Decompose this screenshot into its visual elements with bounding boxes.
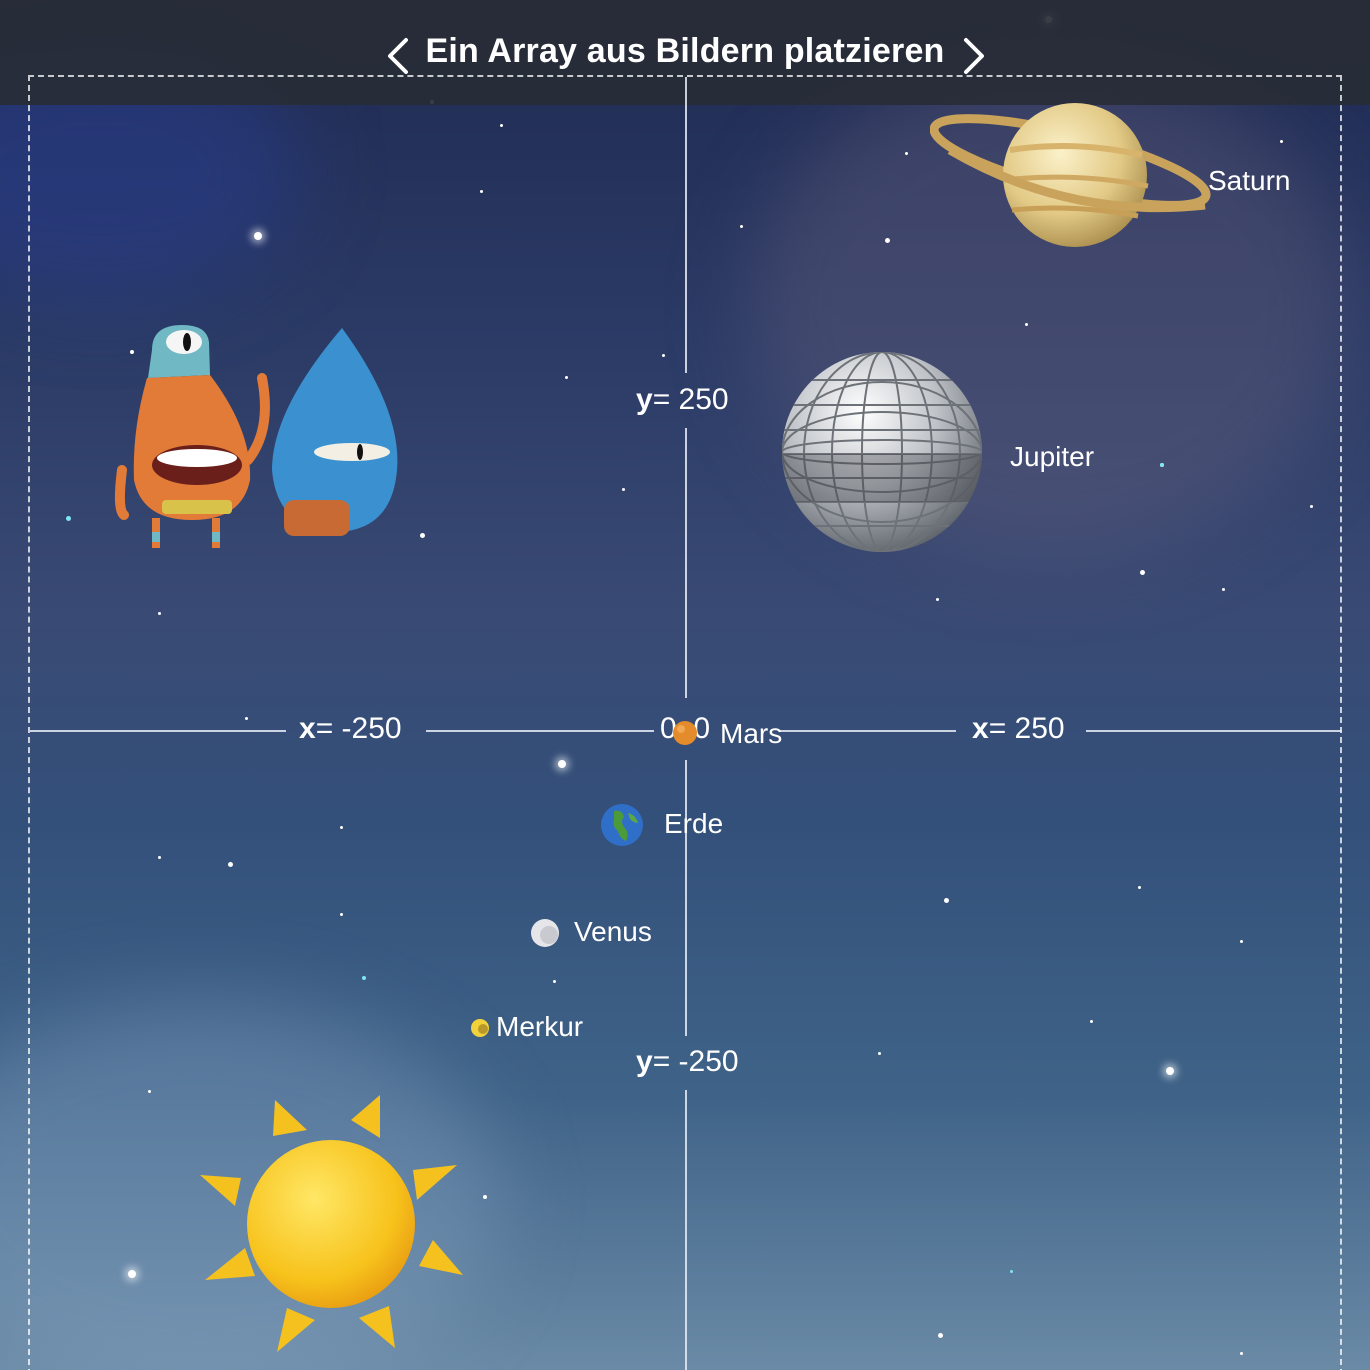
star-dot — [128, 1270, 136, 1278]
y-axis-line — [685, 77, 687, 373]
mars-label: Mars — [720, 718, 783, 749]
star-dot — [1240, 940, 1243, 943]
star-dot — [938, 1333, 943, 1338]
chevron-right-icon[interactable] — [952, 36, 992, 76]
star-dot — [1138, 886, 1141, 889]
venus-icon — [531, 919, 559, 947]
chevron-left-icon[interactable] — [380, 36, 420, 76]
x-axis-line — [1086, 730, 1342, 732]
y-axis-line — [685, 760, 687, 1036]
jupiter-label: Jupiter — [1010, 441, 1095, 472]
star-dot — [905, 152, 908, 155]
star-dot — [1280, 140, 1283, 143]
star-dot — [158, 612, 161, 615]
star-dot — [885, 238, 890, 243]
star-dot — [245, 717, 248, 720]
x-neg-label: x= -250 — [299, 712, 402, 745]
star-dot — [1310, 505, 1313, 508]
star-dot — [622, 488, 625, 491]
x-pos-label: x= 250 — [972, 712, 1065, 745]
star-dot — [1090, 1020, 1093, 1023]
star-dot — [158, 856, 161, 859]
x-axis-line — [30, 730, 286, 732]
y-axis-line — [685, 428, 687, 698]
star-dot — [1240, 1352, 1243, 1355]
star-dot — [1166, 1067, 1174, 1075]
venus-label: Venus — [574, 916, 652, 947]
star-dot — [740, 225, 743, 228]
mars-icon — [673, 721, 697, 745]
saturn-label: Saturn — [1208, 165, 1291, 196]
star-dot — [340, 913, 343, 916]
x-axis-line — [780, 730, 956, 732]
x-axis-line — [426, 730, 654, 732]
star-dot — [878, 1052, 881, 1055]
mercury-icon — [471, 1019, 489, 1037]
mercury-label: Merkur — [496, 1011, 584, 1042]
star-dot — [662, 354, 665, 357]
star-dot — [1160, 463, 1164, 467]
page-title: Ein Array aus Bildern platzieren — [425, 32, 945, 70]
star-dot — [228, 862, 233, 867]
sun-icon — [200, 1095, 463, 1352]
earth-globe-icon — [601, 804, 643, 846]
star-dot — [944, 898, 949, 903]
star-dot — [1010, 1270, 1013, 1273]
saturn-icon — [930, 103, 1211, 247]
star-dot — [480, 190, 483, 193]
y-neg-label: y= -250 — [636, 1045, 739, 1078]
byte-and-blu-characters — [114, 325, 398, 548]
star-dot — [1222, 588, 1225, 591]
scene-frame — [28, 75, 1342, 1370]
star-dot — [558, 760, 566, 768]
star-dot — [565, 376, 568, 379]
star-dot — [936, 598, 939, 601]
star-dot — [130, 350, 134, 354]
star-dot — [66, 516, 71, 521]
star-dot — [148, 1090, 151, 1093]
star-dot — [362, 976, 366, 980]
star-dot — [1140, 570, 1145, 575]
earth-label: Erde — [664, 808, 724, 839]
star-dot — [1025, 323, 1028, 326]
star-dot — [254, 232, 262, 240]
star-dot — [553, 980, 556, 983]
disco-ball-icon — [782, 352, 982, 552]
star-dot — [500, 124, 503, 127]
star-dot — [483, 1195, 487, 1199]
y-pos-label: y= 250 — [636, 383, 729, 416]
star-dot — [420, 533, 425, 538]
star-dot — [340, 826, 343, 829]
y-axis-line — [685, 1090, 687, 1370]
